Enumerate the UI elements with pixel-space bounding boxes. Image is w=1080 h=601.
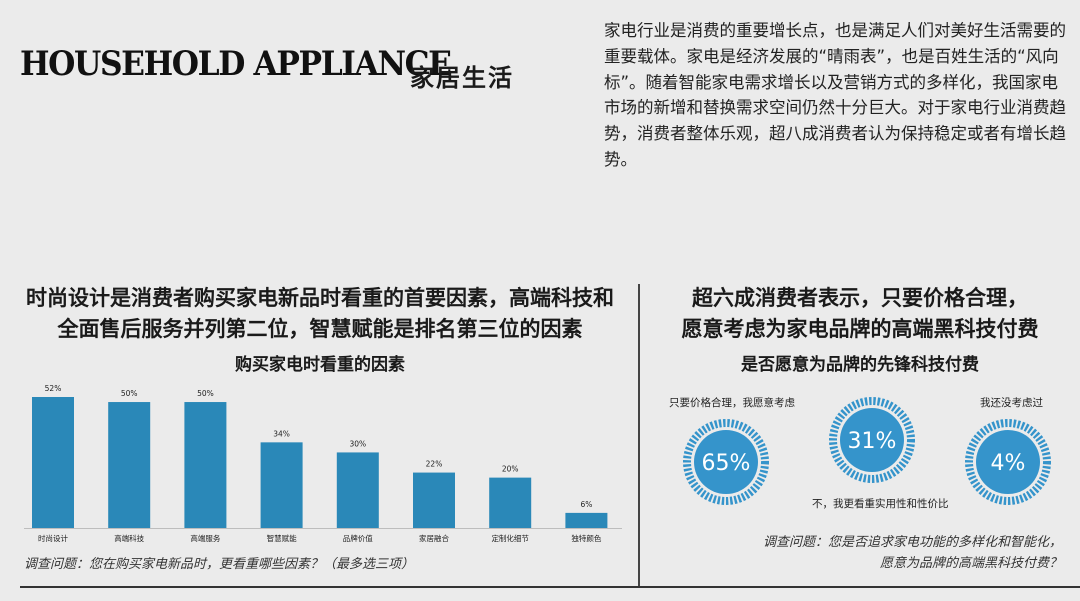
donut-ring-practical — [829, 397, 915, 483]
donut-value-willing: 65% — [702, 451, 751, 476]
bar-category-label-2: 高端科技 — [114, 533, 144, 543]
vertical-divider — [638, 284, 640, 586]
bar-value-label-2: 50% — [121, 389, 138, 398]
bar-value-label-4: 34% — [273, 429, 290, 438]
right-headline-line2: 愿意考虑为家电品牌的高端黑科技付费 — [681, 317, 1039, 341]
bar-1 — [32, 397, 74, 528]
bar-value-label-5: 30% — [349, 439, 366, 448]
bar-category-label-6: 家居融合 — [419, 533, 449, 543]
donut-value-practical: 31% — [848, 429, 897, 454]
donut-practical: 31% — [829, 397, 915, 483]
donut-chart-title: 是否愿意为品牌的先锋科技付费 — [741, 355, 979, 375]
bar-6 — [413, 472, 455, 528]
bar-chart-title: 购买家电时看重的因素 — [235, 355, 405, 375]
bar-5 — [336, 452, 379, 528]
title-en: HOUSEHOLD APPLIANCE — [20, 44, 452, 84]
left-footnote: 调查问题：您在购买家电新品时，更看重哪些因素？（最多选三项） — [24, 557, 415, 572]
donut-label-practical: 不，我更看重实用性和性价比 — [812, 498, 949, 510]
donut-undecided: 4% — [965, 419, 1051, 505]
donut-label-undecided: 我还没考虑过 — [980, 397, 1043, 409]
donut-label-willing: 只要价格合理，我愿意考虑 — [669, 397, 795, 409]
bar-category-label-3: 高端服务 — [190, 533, 220, 543]
bar-category-label-8: 独特颜色 — [571, 533, 601, 543]
bar-category-label-7: 定制化细节 — [491, 533, 529, 543]
donut-core-willing — [694, 430, 758, 494]
bar-category-label-5: 品牌价值 — [343, 533, 373, 543]
bar-category-label-1: 时尚设计 — [38, 533, 68, 543]
bottom-rule — [20, 586, 1080, 588]
left-headline-line2: 全面售后服务并列第二位，智慧赋能是排名第三位的因素 — [57, 317, 583, 341]
bar-value-label-1: 52% — [45, 384, 62, 393]
right-headline: 超六成消费者表示，只要价格合理， 愿意考虑为家电品牌的高端黑科技付费 — [650, 283, 1070, 345]
bar-2 — [108, 402, 151, 528]
bar-value-label-3: 50% — [197, 389, 214, 398]
donut-willing: 65% — [683, 419, 769, 505]
intro-paragraph: 家电行业是消费的重要增长点，也是满足人们对美好生活需要的重要载体。家电是经济发展… — [604, 21, 1066, 169]
left-headline: 时尚设计是消费者购买家电新品时看重的首要因素，高端科技和 全面售后服务并列第二位… — [20, 283, 620, 345]
bar-value-label-7: 20% — [502, 465, 519, 474]
donut-value-undecided: 4% — [991, 451, 1026, 476]
donut-core-practical — [840, 408, 904, 472]
title-zh: 家居生活 — [410, 64, 514, 92]
bar-8 — [565, 512, 608, 528]
right-footnote-line2: 愿意为品牌的高端黑科技付费？ — [879, 556, 1062, 571]
bar-value-label-6: 22% — [426, 460, 443, 469]
left-headline-line1: 时尚设计是消费者购买家电新品时看重的首要因素，高端科技和 — [26, 286, 614, 310]
donut-ring-undecided — [965, 419, 1051, 505]
bar-3 — [184, 402, 227, 528]
bar-value-label-8: 6% — [580, 500, 592, 509]
right-footnote-line1: 调查问题：您是否追求家电功能的多样化和智能化， — [762, 535, 1062, 550]
bar-7 — [489, 477, 532, 528]
right-headline-line1: 超六成消费者表示，只要价格合理， — [692, 286, 1028, 310]
bar-4 — [260, 442, 303, 528]
donut-core-undecided — [976, 430, 1040, 494]
right-footnote: 调查问题：您是否追求家电功能的多样化和智能化， 愿意为品牌的高端黑科技付费？ — [763, 532, 1062, 574]
donut-ring-willing — [683, 419, 769, 505]
bar-category-label-4: 智慧赋能 — [267, 533, 297, 543]
